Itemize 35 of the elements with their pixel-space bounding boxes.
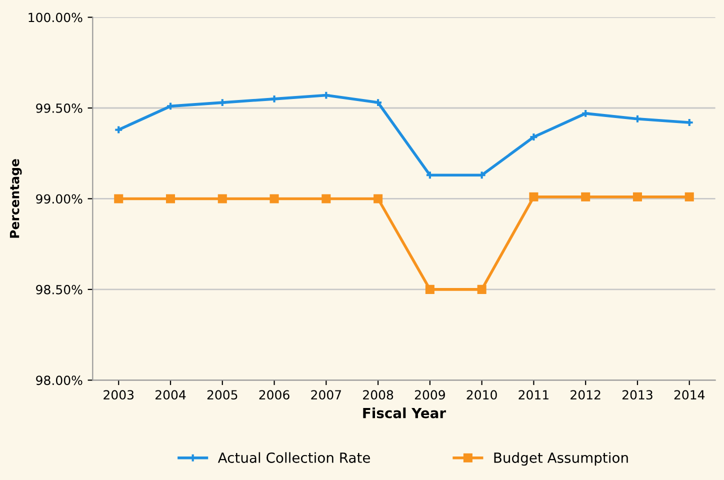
point	[114, 194, 124, 204]
x-tick-label: 2014	[674, 390, 705, 400]
point	[374, 194, 383, 204]
x-tick-label: 2009	[414, 390, 445, 400]
point	[581, 192, 590, 202]
y-tick-label: 98.50%	[36, 284, 82, 294]
point	[270, 194, 279, 204]
point	[166, 102, 176, 111]
x-tick-label: 2008	[363, 390, 394, 400]
x-tick-label: 2011	[518, 390, 548, 400]
x-tick-label: 2006	[259, 390, 290, 400]
x-tick-label: 2004	[156, 390, 186, 400]
point	[425, 284, 434, 294]
x-axis-title: Fiscal Year	[363, 408, 446, 418]
x-tick-label: 2010	[466, 390, 497, 400]
x-tick-label: 2007	[311, 390, 341, 400]
point	[477, 284, 486, 294]
point	[632, 192, 642, 202]
point	[218, 194, 227, 204]
point	[166, 194, 176, 204]
y-tick-label: 99.00%	[36, 194, 82, 204]
x-tick-label: 2003	[104, 390, 134, 400]
y-tick-label: 99.50%	[36, 103, 82, 113]
point	[684, 192, 694, 202]
x-tick-label: 2005	[207, 390, 238, 400]
legend-label: Budget Assumption	[494, 452, 628, 466]
point	[322, 194, 331, 204]
y-tick-label: 98.00%	[36, 376, 82, 386]
point	[322, 90, 331, 100]
point	[529, 192, 538, 202]
y-axis-title: Percentage	[10, 159, 22, 238]
x-tick-label: 2012	[570, 390, 600, 400]
legend-label: Actual Collection Rate	[218, 452, 370, 463]
y-tick-label: 100.00%	[28, 12, 82, 22]
x-tick-label: 2013	[622, 390, 652, 400]
